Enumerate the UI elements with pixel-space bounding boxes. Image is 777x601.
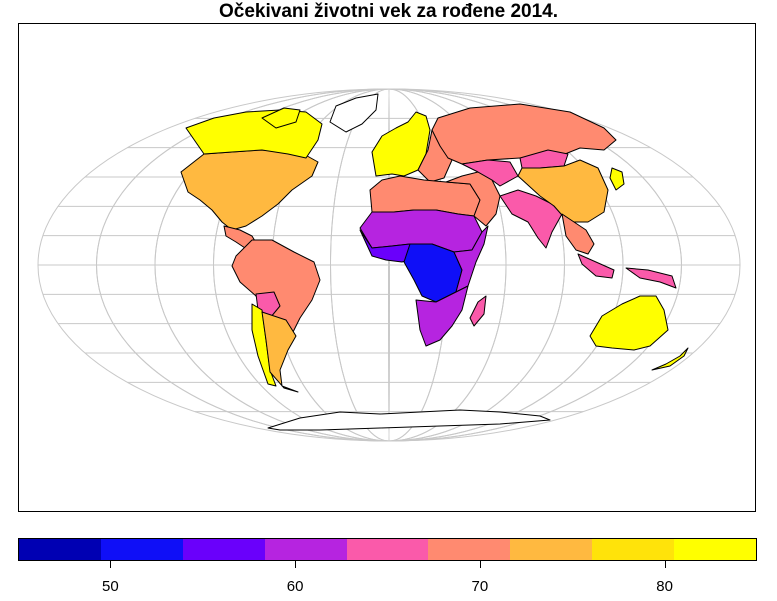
legend-swatch (182, 539, 265, 560)
region-north-america (180, 149, 319, 231)
region-canada-islands (261, 107, 301, 129)
region-indonesia (577, 253, 615, 279)
region-russia (431, 103, 617, 165)
legend-tick (664, 561, 666, 568)
region-china (517, 159, 609, 223)
legend-swatch (674, 539, 757, 560)
region-southeast-asia (561, 213, 595, 255)
region-south-america (231, 239, 321, 343)
legend-tick-label: 80 (656, 578, 673, 595)
region-japan (609, 167, 625, 191)
region-india (499, 189, 563, 249)
legend-tick-label: 70 (471, 578, 489, 595)
region-indonesia-east (625, 267, 677, 289)
color-legend (18, 538, 757, 561)
map-title: Očekivani životni vek za rođene 2014. (219, 1, 558, 22)
region-new-zealand (651, 347, 689, 371)
legend-tick (479, 561, 481, 568)
region-canada (185, 109, 323, 159)
region-argentina (261, 311, 299, 393)
legend-tick-label: 50 (102, 578, 119, 595)
legend-tick (295, 561, 297, 568)
legend-swatch (428, 539, 511, 560)
legend-swatch (264, 539, 347, 560)
legend-swatch (592, 539, 675, 560)
legend-axis: 50 60 70 80 (0, 561, 777, 601)
region-greenland (329, 93, 379, 133)
region-antarctica (267, 409, 551, 431)
legend-swatch (19, 539, 101, 560)
region-central-asia (461, 159, 519, 187)
region-middle-east (445, 171, 501, 227)
region-western-europe (371, 111, 431, 177)
legend-tick (110, 561, 112, 568)
region-east-africa (453, 225, 489, 293)
plot-frame (18, 23, 756, 512)
legend-swatch (510, 539, 593, 560)
legend-tick-label: 60 (286, 578, 304, 595)
globe-outline (37, 88, 741, 442)
legend-swatch (100, 539, 183, 560)
region-madagascar (469, 295, 487, 327)
region-southern-africa (415, 285, 469, 347)
legend-swatch (346, 539, 429, 560)
region-australia (589, 295, 669, 351)
